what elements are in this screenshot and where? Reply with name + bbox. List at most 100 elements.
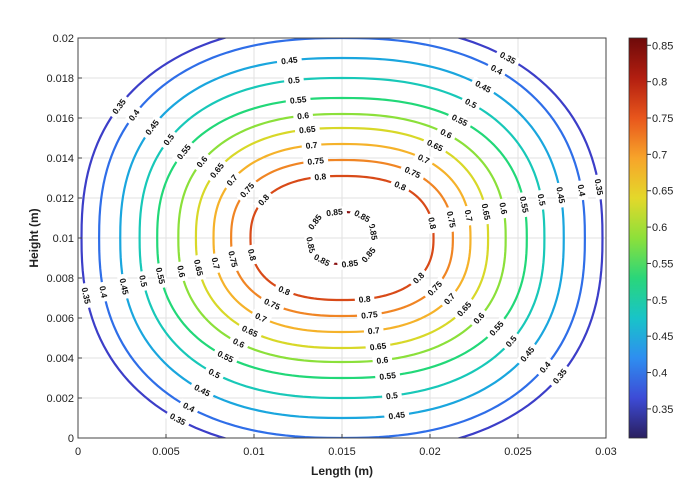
contour-label: 0.5	[136, 270, 151, 292]
contour-label: 0.55	[517, 191, 532, 218]
contour-label-bg	[422, 276, 447, 301]
contour-label: 0.6	[174, 260, 189, 283]
contour-label: 0.75	[302, 154, 329, 168]
contour-label-bg	[412, 150, 435, 168]
contour-label-bg	[276, 53, 303, 67]
contour-label-text: 0.8	[393, 179, 408, 193]
contour-label-bg	[356, 308, 383, 322]
contour-label: 0.5	[534, 189, 549, 211]
contour-label-text: 0.7	[416, 152, 431, 166]
x-tick-label: 0.01	[243, 446, 264, 458]
contour-label: 0.65	[365, 340, 391, 353]
contour-label-bg	[225, 245, 241, 273]
contour-label-bg	[452, 296, 477, 322]
contour-label-text: 0.75	[226, 250, 240, 269]
x-axis-label: Length (m)	[311, 464, 373, 478]
y-tick-label: 0.004	[46, 353, 74, 365]
contour-label-bg	[221, 169, 243, 191]
contour-label-bg	[372, 354, 393, 367]
contour-label-text: 0.85	[367, 223, 380, 241]
contour-label-bg	[172, 139, 196, 165]
x-tick-label: 0.02	[419, 446, 440, 458]
contour-label-bg	[496, 197, 511, 219]
contour-label-text: 0.8	[358, 293, 371, 304]
contour-label: 0.35	[164, 408, 192, 430]
y-tick-label: 0.002	[46, 393, 74, 405]
contour-label-bg	[389, 177, 412, 195]
contour-label-bg	[164, 408, 192, 430]
contour-label-bg	[484, 315, 509, 341]
contour-label-bg	[435, 124, 458, 143]
contour-label-bg	[336, 257, 363, 271]
contour-label: 0.5	[203, 364, 226, 383]
contour-label-bg	[547, 363, 572, 389]
contour-label-text: 0.6	[439, 126, 454, 140]
contour-label-bg	[236, 321, 264, 342]
contour-label-text: 0.5	[385, 390, 398, 401]
contour-label: 0.6	[435, 124, 458, 143]
contour-label-bg	[177, 398, 200, 417]
contour-label: 0.75	[443, 206, 459, 233]
contour-label: 0.8	[389, 177, 412, 195]
contour-label-text: 0.8	[314, 171, 327, 182]
contour-label-bg	[303, 209, 327, 235]
contour-label-bg	[227, 334, 250, 352]
contour-label-bg	[250, 308, 272, 327]
contour-label-text: 0.85	[341, 258, 359, 270]
contour-label-bg	[190, 254, 207, 281]
contour-label-bg	[301, 139, 322, 152]
contour-label: 0.55	[152, 262, 169, 289]
contour-label-bg	[459, 94, 482, 113]
contour-label: 0.55	[172, 139, 196, 165]
colorbar-tick-label: 0.6	[652, 222, 667, 234]
contour-label: 0.45	[469, 76, 497, 97]
contour-label: 0.75	[258, 294, 286, 314]
contour-label: 0.75	[235, 177, 260, 203]
contour-label-bg	[443, 206, 459, 233]
contour-label-bg	[310, 170, 331, 183]
contour-label-bg	[78, 282, 94, 309]
contour-label-bg	[203, 364, 226, 383]
contour-label-bg	[439, 288, 460, 310]
colorbar-tick-label: 0.65	[652, 186, 673, 198]
colorbar-tick-label: 0.75	[652, 113, 673, 125]
y-tick-label: 0.016	[46, 113, 74, 125]
contour-label-bg	[212, 346, 239, 367]
contour-label-text: 0.85	[326, 206, 344, 218]
contour-label-bg	[553, 182, 568, 209]
contour-label-bg	[363, 324, 384, 337]
contour-label-bg	[107, 93, 131, 120]
contour-label: 0.45	[188, 380, 216, 401]
contour-label-text: 0.35	[593, 178, 606, 196]
contour-label-text: 0.75	[445, 210, 458, 228]
contour-labels: 0.350.350.350.350.350.350.40.40.40.40.40…	[78, 47, 607, 430]
contour-label: 0.55	[285, 93, 311, 107]
colorbar-tick-label: 0.85	[652, 40, 673, 52]
contour-label-text: 0.4	[576, 184, 588, 198]
contour-line-0.6	[177, 112, 507, 364]
contour-label: 0.45	[116, 273, 132, 300]
contour-label-bg	[96, 281, 111, 303]
colorbar-tick-label: 0.5	[652, 295, 667, 307]
contour-label-bg	[205, 157, 229, 184]
contour-label-bg	[285, 93, 311, 107]
contour-label-bg	[421, 135, 449, 156]
contour-label-bg	[381, 389, 403, 402]
colorbar-tick-label: 0.55	[652, 258, 673, 270]
contour-label-bg	[478, 198, 494, 225]
contour-label-text: 0.45	[280, 54, 298, 66]
contour-label-bg	[302, 154, 329, 168]
contour-label-bg	[574, 179, 589, 201]
colorbar-tick-label: 0.7	[652, 149, 667, 161]
contour-label: 0.6	[292, 109, 314, 122]
contour-label-text: 0.65	[480, 203, 493, 221]
contour-label-text: 0.55	[154, 267, 167, 286]
x-tick-label: 0.015	[328, 446, 356, 458]
contour-label-bg	[253, 189, 274, 211]
contour-label-bg	[348, 205, 376, 227]
contour-label-bg	[383, 408, 410, 422]
contour-label-text: 0.4	[97, 285, 109, 299]
contour-label-bg	[399, 162, 426, 183]
contour-label-bg	[308, 249, 336, 271]
